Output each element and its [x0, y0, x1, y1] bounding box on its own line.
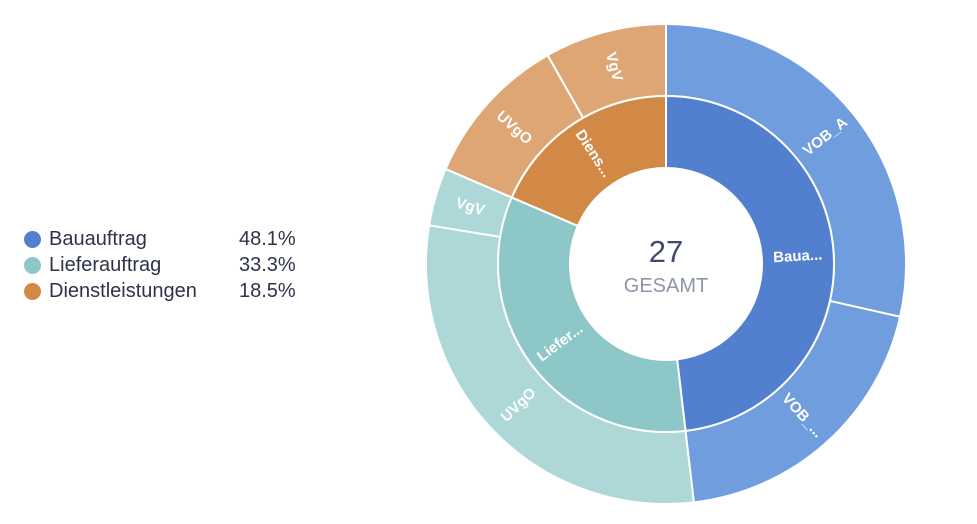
legend-swatch	[24, 282, 41, 300]
legend-swatch	[24, 256, 41, 274]
chart-center: 27 GESAMT	[624, 234, 708, 297]
center-total: 27	[649, 234, 683, 269]
outer-segment-label-5: VgV	[602, 50, 626, 83]
legend-item-lieferauftrag[interactable]: Lieferauftrag 33.3%	[24, 252, 296, 278]
legend-label: Dienstleistungen	[49, 279, 197, 302]
inner-segment-0[interactable]	[665, 94, 835, 432]
inner-segment-label-0: Baua...	[773, 246, 823, 266]
legend-value: 33.3%	[239, 253, 296, 276]
legend-value: 18.5%	[239, 279, 296, 302]
inner-segment-2[interactable]	[510, 94, 667, 228]
inner-ring: Baua...Liefer...Diens...	[497, 94, 835, 433]
legend-value: 48.1%	[239, 227, 296, 250]
chart-legend: Bauauftrag 48.1% Lieferauftrag 33.3% Die…	[24, 226, 296, 304]
legend-item-dienstleistungen[interactable]: Dienstleistungen 18.5%	[24, 278, 296, 304]
legend-label: Lieferauftrag	[49, 253, 162, 276]
inner-segment-1[interactable]	[497, 196, 687, 433]
center-label: GESAMT	[624, 275, 708, 297]
legend-swatch	[24, 230, 41, 248]
legend-item-bauauftrag[interactable]: Bauauftrag 48.1%	[24, 226, 296, 252]
legend-label: Bauauftrag	[49, 227, 147, 250]
